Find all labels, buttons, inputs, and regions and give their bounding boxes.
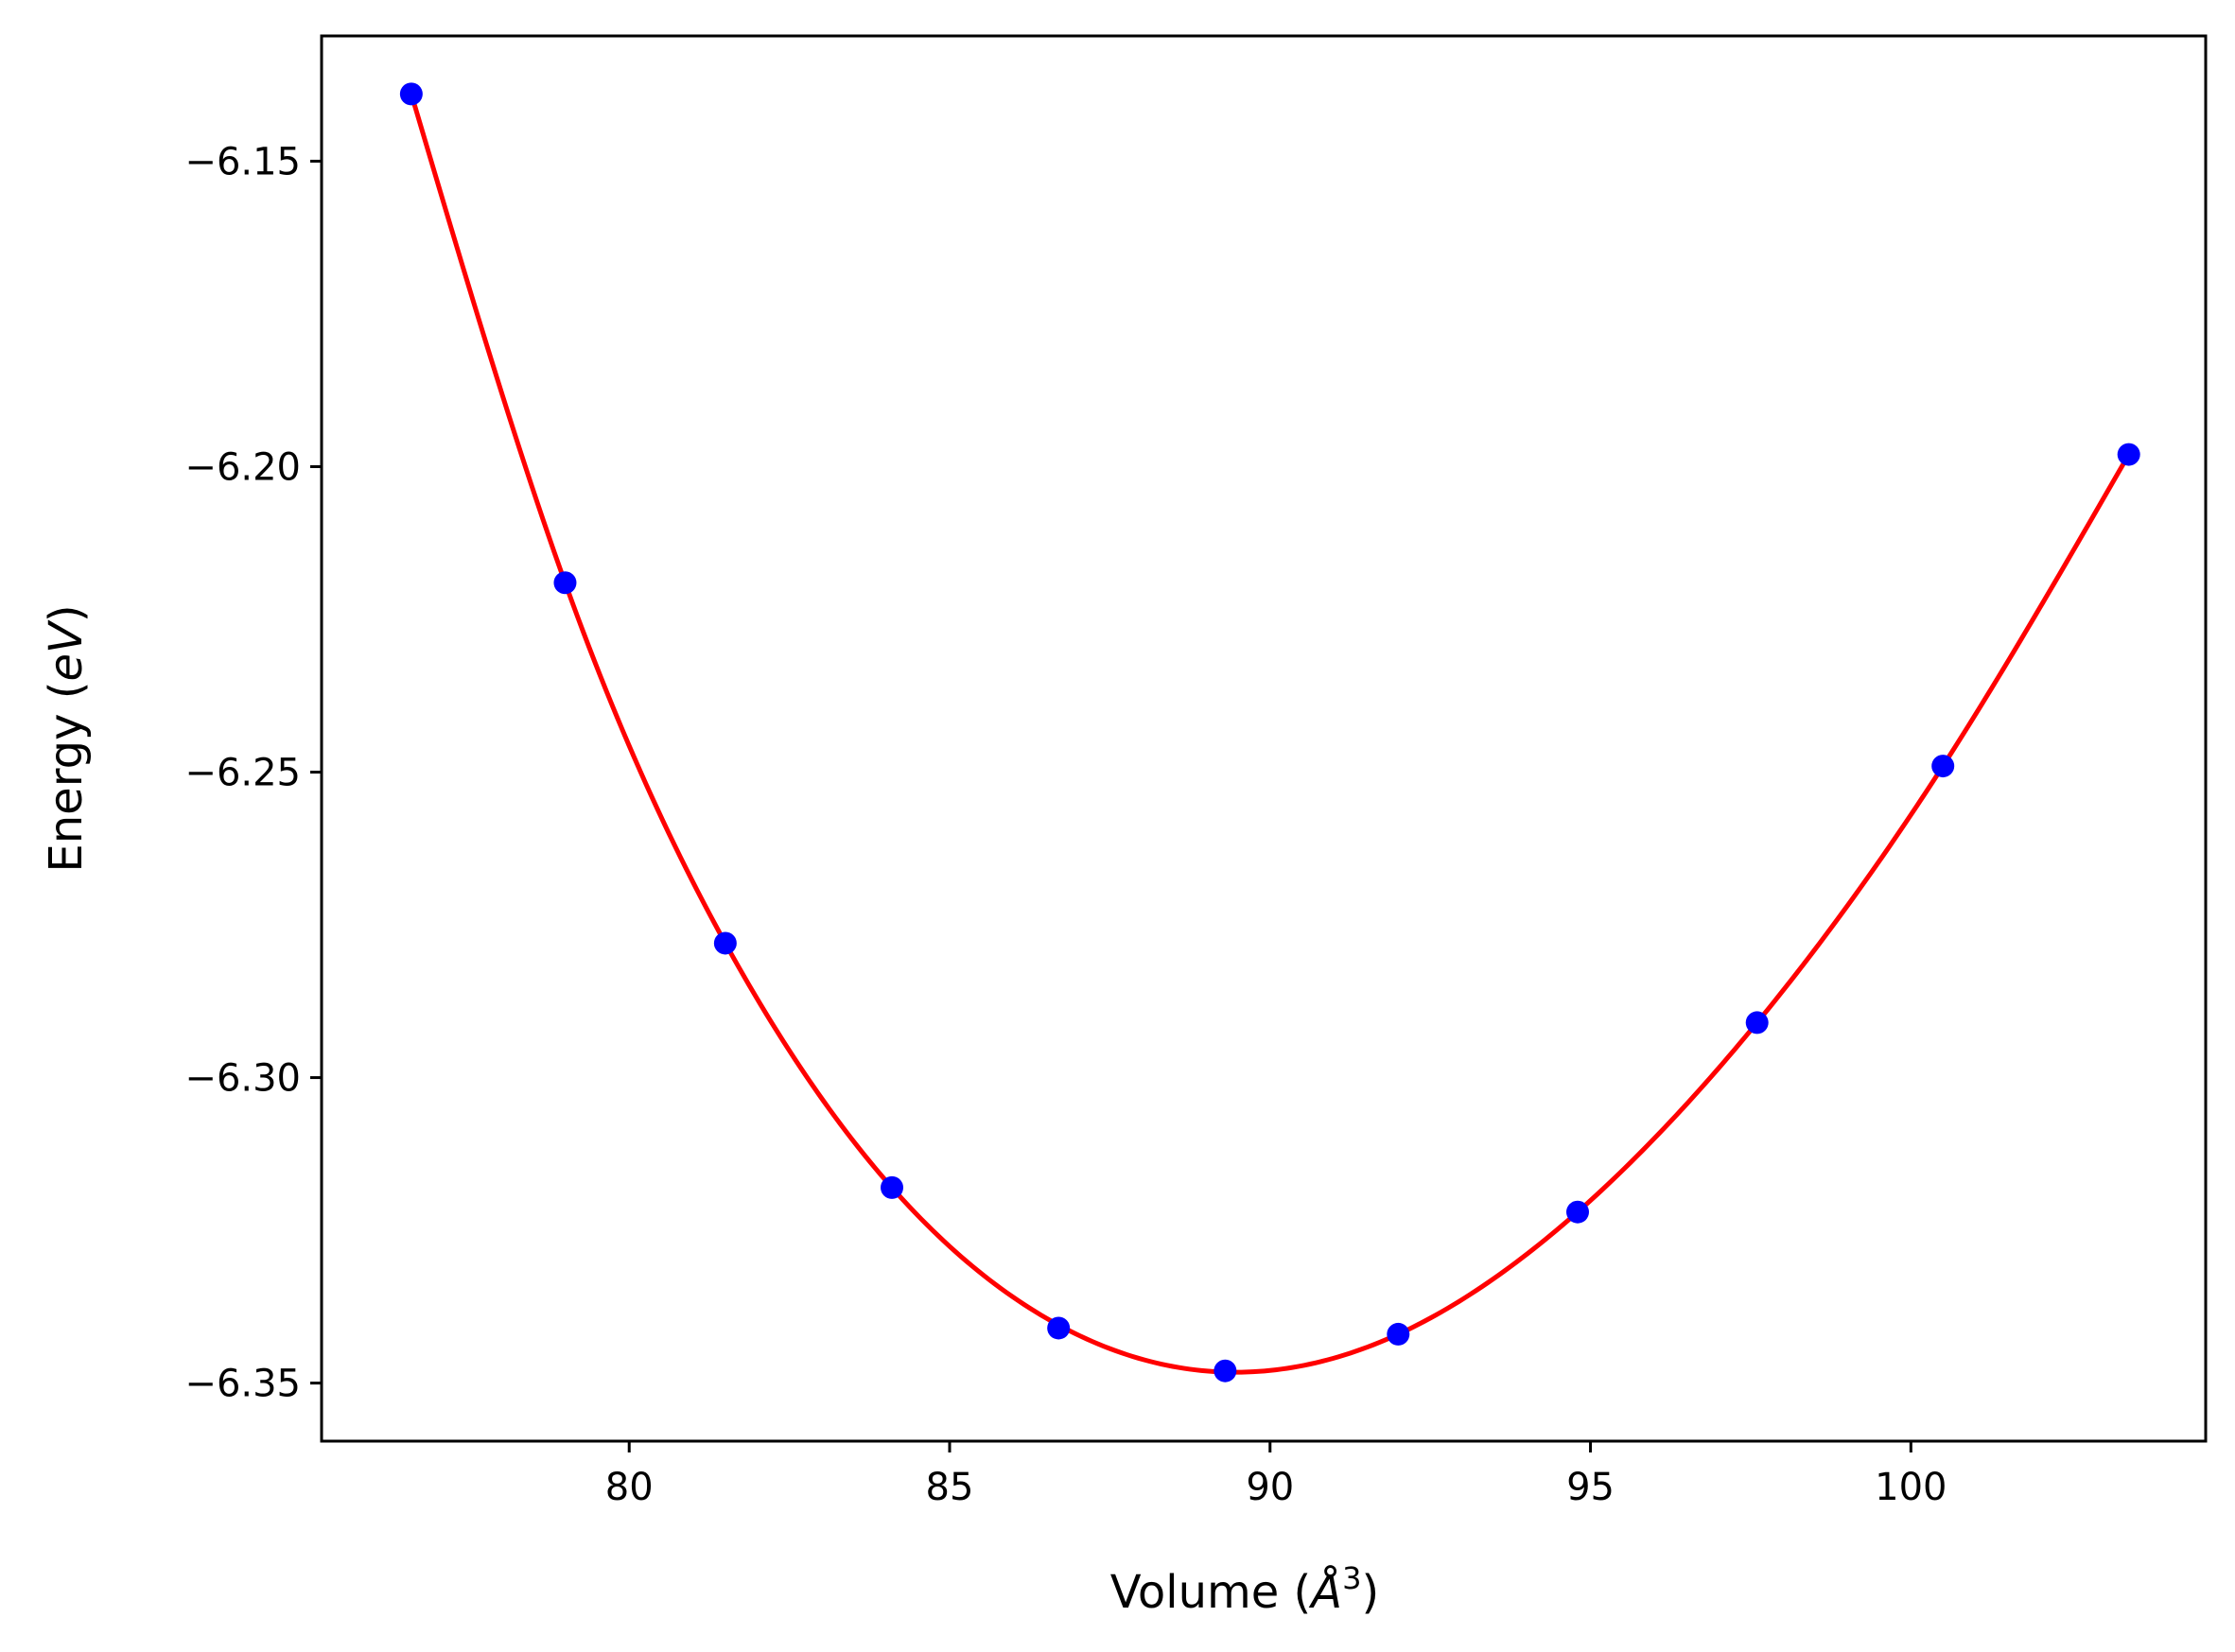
x-tick-label: 85 — [926, 1466, 974, 1509]
data-point — [2117, 443, 2140, 466]
y-tick-label: −6.15 — [184, 140, 301, 183]
x-tick-label: 80 — [605, 1466, 654, 1509]
x-axis-label-suffix: ) — [1361, 1566, 1379, 1619]
data-point — [881, 1175, 904, 1199]
data-point — [399, 82, 423, 106]
y-axis-label: Energy (eV) — [40, 604, 93, 872]
x-tick-label: 100 — [1875, 1466, 1947, 1509]
fit-curve-line — [409, 93, 2131, 1375]
data-point — [1745, 1011, 1769, 1035]
data-point — [1214, 1359, 1237, 1382]
x-axis-label-prefix: Volume ( — [1110, 1566, 1312, 1619]
x-axis-label-symbol: Å — [1308, 1565, 1342, 1619]
data-point — [713, 931, 737, 955]
y-axis-label-prefix: Energy ( — [40, 682, 93, 873]
data-point — [1566, 1200, 1589, 1224]
y-axis-label-italic: eV — [40, 619, 93, 682]
y-tick-label: −6.20 — [184, 445, 301, 489]
y-tick-label: −6.25 — [184, 752, 301, 795]
plot-frame — [320, 34, 2208, 1443]
y-tick-label: −6.35 — [184, 1363, 301, 1406]
y-tick-label: −6.30 — [184, 1057, 301, 1101]
data-point — [1387, 1322, 1410, 1346]
data-points-layer — [399, 82, 2140, 1382]
x-tick-label: 95 — [1566, 1466, 1615, 1509]
y-axis-label-suffix: ) — [40, 604, 93, 622]
data-point — [553, 571, 577, 595]
x-tick-label: 90 — [1246, 1466, 1294, 1509]
data-point — [1047, 1316, 1071, 1340]
data-point — [1931, 755, 1955, 778]
fit-curve-layer — [409, 93, 2131, 1375]
x-axis-label: Volume (Å3) — [1110, 1560, 1379, 1619]
y-axis-ticks: −6.15 −6.20 −6.25 −6.30 −6.35 — [184, 140, 322, 1406]
x-axis-label-superscript: 3 — [1342, 1560, 1361, 1596]
x-axis-ticks: 80 85 90 95 100 — [605, 1441, 1947, 1509]
